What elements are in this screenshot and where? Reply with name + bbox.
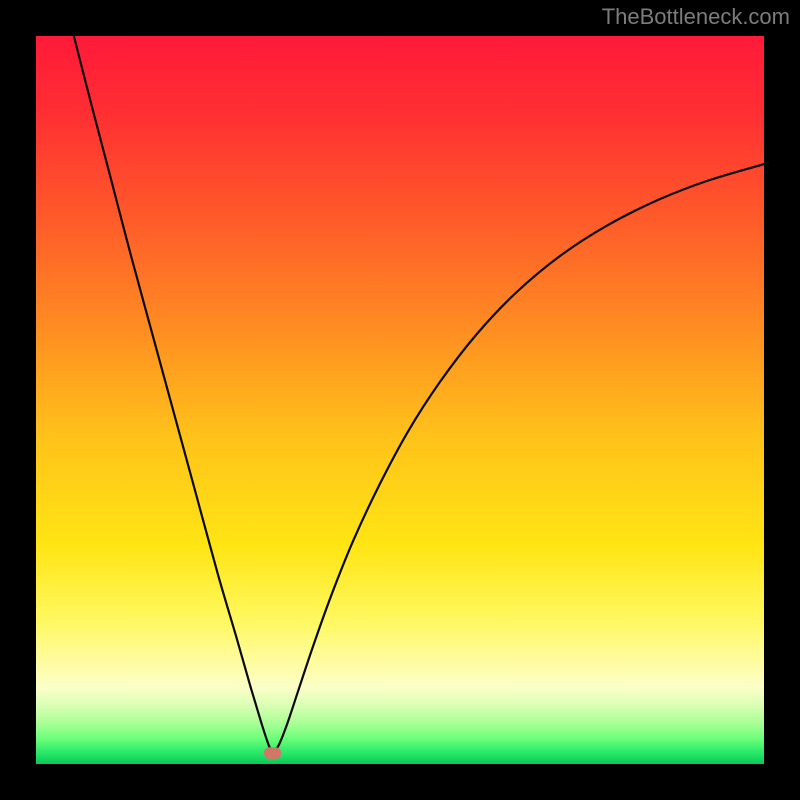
curve-minimum-marker bbox=[264, 747, 281, 759]
plot-background-gradient bbox=[36, 36, 764, 764]
watermark-text: TheBottleneck.com bbox=[602, 4, 790, 30]
bottleneck-chart bbox=[0, 0, 800, 800]
